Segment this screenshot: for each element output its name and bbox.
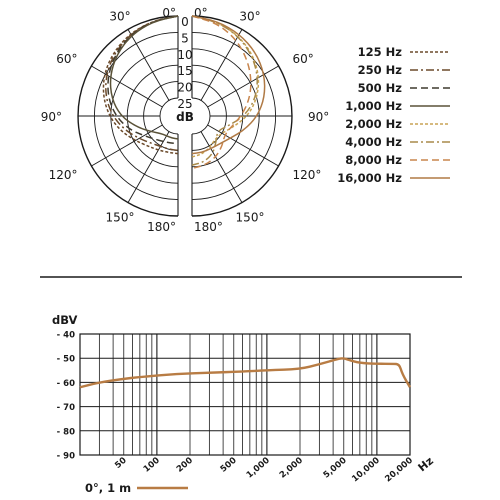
polar-legend: 125 Hz 250 Hz 500 Hz 1,000 Hz 2,000 Hz 4,000 … xyxy=(337,45,450,185)
freq-x-unit: Hz xyxy=(416,454,436,474)
polar-angle-label: 150° xyxy=(106,210,135,224)
freq-x-tick: 1,000 xyxy=(245,456,272,481)
polar-series-line xyxy=(102,15,179,155)
polar-angle-label: 30° xyxy=(239,10,260,24)
polar-radial-tick-label: 15 xyxy=(177,64,192,78)
freq-y-axis-label: dBV xyxy=(52,313,78,327)
legend-label: 250 Hz xyxy=(358,63,403,77)
polar-grid-spoke xyxy=(207,124,279,167)
polar-angle-label: 120° xyxy=(49,168,78,182)
polar-angle-label: 90° xyxy=(41,110,62,124)
freq-x-tick-label: 200 xyxy=(175,456,195,475)
polar-angle-label: 180° xyxy=(147,220,176,234)
polar-series-line xyxy=(191,15,252,170)
polar-radial-tick-label: 25 xyxy=(177,97,192,111)
polar-radial-unit: dB xyxy=(176,110,194,124)
freq-y-tick-label: - 90 xyxy=(57,452,75,462)
polar-radial-tick-label: 10 xyxy=(177,48,192,62)
legend-label: 8,000 Hz xyxy=(345,153,402,167)
freq-x-tick: 500 xyxy=(219,456,239,475)
polar-series-line xyxy=(191,15,258,166)
polar-angle-label: 120° xyxy=(292,168,321,182)
freq-x-tick-label: 50 xyxy=(113,456,129,471)
polar-radial-tick-label: 0 xyxy=(181,15,189,29)
freq-y-tick-label: - 80 xyxy=(57,427,75,437)
legend-label: 1,000 Hz xyxy=(345,99,402,113)
freq-series-line xyxy=(79,357,412,389)
polar-radial-tick-label: 20 xyxy=(177,81,192,95)
polar-angle-label: 60° xyxy=(292,52,313,66)
legend-label: 2,000 Hz xyxy=(345,117,402,131)
polar-grid-spoke xyxy=(207,65,279,108)
polar-angle-label: 90° xyxy=(308,110,329,124)
polar-grid-spoke xyxy=(127,29,170,101)
polar-center-gap xyxy=(179,14,191,218)
freq-y-tick-label: - 50 xyxy=(57,355,75,365)
polar-series-line xyxy=(191,15,266,155)
freq-x-tick: 2,000 xyxy=(278,456,305,481)
freq-y-tick-label: - 40 xyxy=(57,331,75,341)
legend-label: 16,000 Hz xyxy=(337,171,402,185)
legend-label: 125 Hz xyxy=(358,45,403,59)
freq-x-tick-label: 10,000 xyxy=(350,456,382,485)
freq-x-tick: 50 xyxy=(113,456,129,471)
polar-grid-ring xyxy=(191,97,211,135)
freq-legend-label: 0°, 1 m xyxy=(85,481,131,495)
freq-x-tick: 5,000 xyxy=(322,456,349,481)
polar-grid-spoke xyxy=(91,65,163,108)
freq-x-axis-label: Hz xyxy=(416,454,436,474)
polar-angle-label: 30° xyxy=(109,10,130,24)
polar-angle-label: 60° xyxy=(56,52,77,66)
polar-angle-label: 150° xyxy=(236,210,265,224)
legend-label: 500 Hz xyxy=(358,81,403,95)
polar-grid-spoke xyxy=(200,29,243,101)
freq-y-tick-label: - 70 xyxy=(57,403,75,413)
freq-x-tick: 10,000 xyxy=(350,456,382,485)
freq-x-tick-label: 20,000 xyxy=(383,456,415,485)
freq-x-tick-label: 2,000 xyxy=(278,456,305,481)
polar-grid-spoke xyxy=(127,131,170,203)
freq-x-tick: 20,000 xyxy=(383,456,415,485)
polar-angle-label: 180° xyxy=(194,220,223,234)
freq-x-tick: 100 xyxy=(142,456,162,475)
freq-x-tick-label: 1,000 xyxy=(245,456,272,481)
polar-series-line xyxy=(109,15,179,140)
polar-series-line xyxy=(191,15,260,158)
freq-x-tick-label: 100 xyxy=(142,456,162,475)
freq-y-tick-label: - 60 xyxy=(57,379,75,389)
polar-grid-spoke xyxy=(200,131,243,203)
polar-radial-tick-label: 5 xyxy=(181,31,189,45)
freq-x-tick-label: 500 xyxy=(219,456,239,475)
frequency-response-chart: - 40 - 50 - 60 - 70 - 80 - 90 dBV 50 100 200 500 1,… xyxy=(52,313,436,495)
freq-x-tick: 200 xyxy=(175,456,195,475)
freq-x-tick-label: 5,000 xyxy=(322,456,349,481)
legend-label: 4,000 Hz xyxy=(345,135,402,149)
freq-plot-frame xyxy=(79,333,411,456)
